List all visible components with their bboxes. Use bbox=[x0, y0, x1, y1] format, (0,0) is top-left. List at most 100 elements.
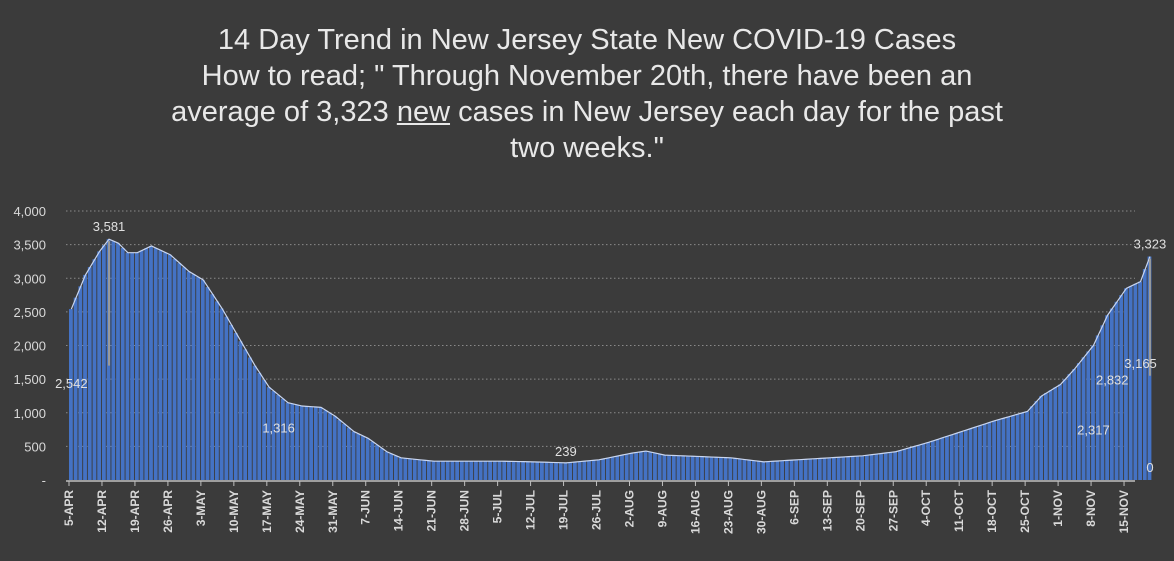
bar bbox=[577, 461, 582, 480]
bar bbox=[860, 455, 865, 480]
bar bbox=[620, 455, 624, 480]
x-tick-label: 19-JUL bbox=[557, 490, 571, 530]
x-tick-label: 12-APR bbox=[95, 490, 109, 533]
x-tick-label: 5-JUL bbox=[491, 490, 505, 523]
data-label: 2,542 bbox=[55, 376, 88, 391]
bar bbox=[982, 423, 987, 480]
bar bbox=[893, 451, 898, 480]
data-labels: 3,581 3,323 239 0 2,542 1,316 2,832 2,317 3,165 bbox=[55, 219, 1166, 475]
bar bbox=[252, 365, 257, 480]
bar bbox=[116, 243, 120, 480]
bar bbox=[191, 274, 196, 480]
bar bbox=[615, 455, 620, 480]
x-tick-label: 7-JUN bbox=[359, 490, 373, 525]
bar bbox=[511, 461, 516, 480]
bar bbox=[1053, 387, 1058, 480]
bar bbox=[408, 458, 412, 480]
title-line-3a: average of 3,323 bbox=[171, 96, 397, 128]
bar bbox=[587, 460, 591, 480]
bar bbox=[393, 455, 398, 480]
bar bbox=[285, 402, 290, 480]
bar bbox=[638, 451, 643, 480]
bar bbox=[1072, 369, 1077, 480]
data-label: 3,581 bbox=[93, 219, 126, 234]
bar bbox=[153, 248, 158, 480]
title-line-2: How to read; " Through November 20th, th… bbox=[201, 60, 973, 92]
bar bbox=[431, 461, 436, 480]
bar bbox=[441, 461, 445, 480]
bar bbox=[817, 458, 822, 480]
bar bbox=[572, 461, 577, 480]
bar bbox=[822, 458, 827, 480]
bar bbox=[850, 456, 855, 480]
bar bbox=[144, 248, 149, 480]
bar bbox=[751, 460, 756, 480]
bar bbox=[864, 455, 869, 480]
bar bbox=[445, 461, 450, 480]
bar bbox=[351, 431, 356, 480]
bar bbox=[728, 457, 733, 480]
bar bbox=[304, 406, 309, 480]
bar bbox=[200, 279, 205, 480]
bar bbox=[1025, 411, 1029, 480]
bar bbox=[1048, 390, 1053, 480]
bar bbox=[601, 458, 606, 480]
bar bbox=[624, 454, 629, 480]
bar bbox=[634, 452, 639, 480]
x-tick-label: 28-JUN bbox=[458, 490, 472, 531]
bar bbox=[139, 250, 144, 480]
bar bbox=[926, 442, 931, 480]
bar bbox=[182, 267, 186, 480]
bar bbox=[266, 387, 271, 480]
bar bbox=[686, 456, 690, 480]
bar bbox=[497, 461, 502, 480]
bar bbox=[365, 438, 370, 480]
bar bbox=[954, 433, 959, 480]
bar bbox=[916, 445, 921, 480]
bar bbox=[375, 445, 379, 480]
bar bbox=[130, 252, 135, 480]
y-tick-label: 3,000 bbox=[13, 271, 46, 286]
bar bbox=[1039, 395, 1044, 480]
bar bbox=[667, 455, 671, 480]
bar bbox=[1058, 384, 1062, 480]
x-tick-label: 18-OCT bbox=[985, 489, 999, 532]
bar bbox=[215, 301, 219, 480]
bar bbox=[996, 419, 1001, 480]
x-tick-label: 30-AUG bbox=[754, 490, 768, 534]
bar bbox=[205, 287, 210, 480]
bar bbox=[507, 461, 511, 480]
chart-title: 14 Day Trend in New Jersey State New COV… bbox=[0, 22, 1174, 166]
bar bbox=[671, 455, 676, 480]
bar bbox=[723, 457, 728, 480]
bar bbox=[417, 459, 422, 480]
bar bbox=[690, 456, 695, 480]
bar bbox=[1105, 315, 1110, 480]
x-axis: 5-APR 12-APR 19-APR 26-APR 3-MAY 10-MAY 17-MAY… bbox=[62, 480, 1135, 534]
bar bbox=[525, 461, 530, 480]
x-tick-label: 15-NOV bbox=[1117, 490, 1131, 533]
bar bbox=[1020, 412, 1025, 480]
bar bbox=[276, 394, 281, 480]
bar bbox=[426, 460, 431, 480]
bar bbox=[549, 462, 554, 480]
bar bbox=[554, 462, 558, 480]
bar bbox=[648, 452, 653, 480]
bar bbox=[163, 252, 168, 480]
bar bbox=[1081, 357, 1086, 480]
bar bbox=[912, 446, 916, 480]
bar bbox=[1124, 288, 1128, 480]
bar bbox=[422, 460, 427, 480]
bar bbox=[69, 309, 73, 480]
bar bbox=[450, 461, 455, 480]
bar bbox=[299, 406, 304, 480]
title-line-3b: cases in New Jersey each day for the pas… bbox=[450, 96, 1003, 128]
bar bbox=[247, 357, 252, 480]
bar bbox=[813, 458, 817, 480]
bar bbox=[770, 461, 775, 480]
x-tick-label: 16-AUG bbox=[688, 490, 702, 534]
bar bbox=[784, 460, 789, 480]
bar bbox=[1034, 401, 1039, 480]
bar bbox=[775, 460, 780, 480]
